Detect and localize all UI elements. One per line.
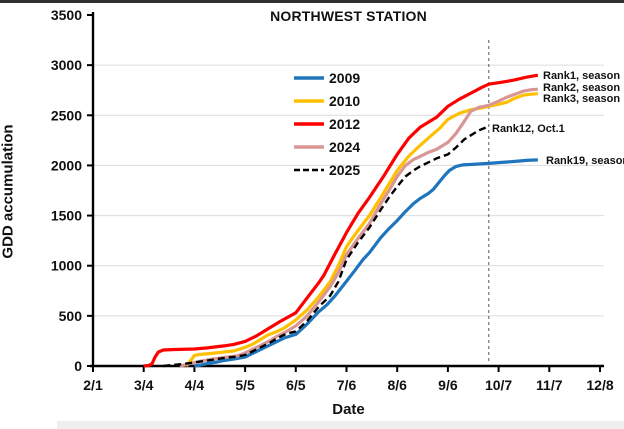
x-tick-label: 7/6 (337, 377, 357, 393)
legend-label-2025: 2025 (329, 161, 361, 178)
legend-swatch-2012 (294, 121, 324, 126)
legend-item-2024: 2024 (294, 135, 360, 158)
legend-swatch-2024 (294, 144, 324, 149)
legend-item-2010: 2010 (294, 89, 360, 112)
x-tick-label: 10/7 (485, 377, 512, 393)
y-tick-label: 1500 (51, 208, 82, 224)
x-tick-label: 8/6 (387, 377, 407, 393)
series-line-2009 (194, 158, 538, 368)
series-line-2024 (179, 87, 539, 368)
y-axis-title: GDD accumulation (0, 124, 17, 259)
top-border-rule (0, 0, 624, 3)
x-tick-label: 9/6 (438, 377, 458, 393)
annotation-rank2: Rank2, season (543, 82, 621, 94)
legend-label-2012: 2012 (329, 115, 361, 132)
y-tick-label: 3000 (51, 57, 82, 73)
y-tick-label: 1000 (51, 258, 82, 274)
y-tick-label: 500 (59, 308, 83, 324)
x-axis-title: Date (332, 401, 365, 418)
legend-label-2010: 2010 (329, 92, 361, 109)
x-tick-label: 12/8 (586, 377, 613, 393)
annotation-rank12: Rank12, Oct.1 (492, 123, 565, 135)
legend: 2009 2010 2012 2024 2025 (294, 66, 360, 181)
y-tick-label: 2500 (51, 107, 82, 123)
legend-item-2009: 2009 (294, 66, 360, 89)
annotation-rank3: Rank3, season (543, 93, 621, 105)
x-tick-label: 5/5 (235, 377, 255, 393)
bottom-page-edge (57, 421, 624, 429)
legend-label-2024: 2024 (329, 138, 361, 155)
x-tick-label: 6/5 (286, 377, 306, 393)
x-tick-label: 4/4 (185, 377, 205, 393)
annotation-rank1: Rank1, season (543, 70, 621, 82)
x-tick-label: 3/4 (134, 377, 154, 393)
legend-item-2012: 2012 (294, 112, 360, 135)
x-tick-label: 11/7 (536, 377, 563, 393)
series-line-2010 (184, 92, 539, 368)
y-tick-label: 2000 (51, 157, 82, 173)
legend-swatch-2010 (294, 98, 324, 103)
x-tick-label: 2/1 (83, 377, 103, 393)
legend-label-2009: 2009 (329, 69, 361, 86)
series-line-2012 (143, 73, 539, 368)
chart-title: NORTHWEST STATION (270, 8, 427, 24)
y-tick-label: 3500 (51, 7, 82, 23)
y-tick-label: 0 (74, 358, 82, 374)
legend-swatch-2025 (294, 168, 324, 171)
legend-item-2025: 2025 (294, 158, 360, 181)
legend-swatch-2009 (294, 75, 324, 80)
series-line-2025 (163, 125, 490, 368)
annotation-rank19: Rank19, season (546, 155, 624, 167)
